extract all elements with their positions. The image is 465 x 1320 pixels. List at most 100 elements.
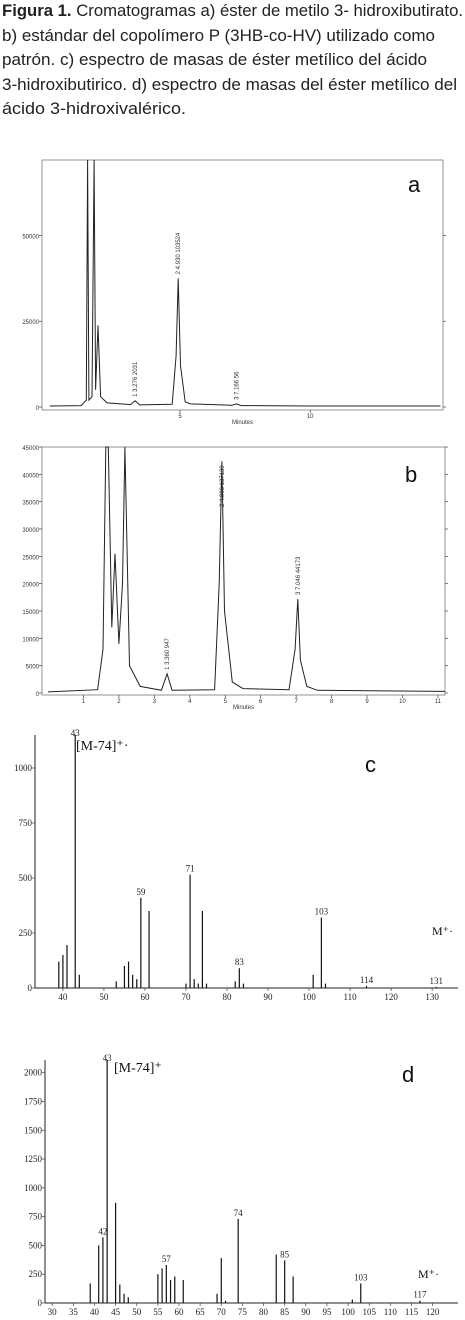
y-tick-label: 750 [19, 818, 33, 828]
panel-letter: c [365, 752, 376, 777]
x-tick-label: 8 [330, 699, 334, 705]
caption-line: b) estándar del copolímero P (3HB-co-HV)… [2, 26, 435, 45]
x-tick-label: 85 [280, 1307, 290, 1317]
peak-label: 43 [71, 728, 81, 738]
y-tick-label: 250 [19, 928, 33, 938]
caption-label: Figura 1. [2, 1, 72, 20]
y-tick-label: 500 [19, 873, 33, 883]
x-tick-label: 75 [238, 1307, 248, 1317]
y-tick-label: 1500 [24, 1125, 43, 1135]
chromatogram-trace [47, 446, 446, 693]
x-tick-label: 70 [217, 1307, 227, 1317]
peak-label: 3 7.046 44173 [296, 556, 302, 595]
peak-label: 2 4.906 137139 [220, 465, 226, 507]
y-tick-label: 10000 [22, 637, 39, 643]
peak-label: 83 [235, 957, 245, 967]
x-tick-label: 60 [140, 992, 150, 1002]
peak-label: 1 3.276 2031 [133, 361, 139, 397]
y-tick-label: 1000 [24, 1183, 43, 1193]
y-tick-label: 2000 [24, 1068, 43, 1078]
peak-label: 103 [315, 907, 329, 917]
x-tick-label: 105 [362, 1307, 376, 1317]
x-tick-label: 5 [178, 414, 182, 420]
x-tick-label: 100 [341, 1307, 355, 1317]
panel-letter: d [402, 1062, 414, 1087]
y-tick-label: 500 [29, 1240, 43, 1250]
x-tick-label: 9 [365, 699, 369, 705]
x-tick-label: 60 [175, 1307, 185, 1317]
annotation: [M-74]⁺· [76, 739, 129, 754]
annotation: [M-74]⁺ [114, 1061, 162, 1076]
x-tick-label: 2 [117, 699, 121, 705]
peak-label: 114 [360, 975, 374, 985]
plot-frame [41, 159, 444, 411]
panel-letter: b [405, 462, 417, 487]
x-tick-label: 50 [99, 992, 109, 1002]
y-tick-label: 40000 [22, 473, 39, 479]
y-tick-label: 45000 [22, 446, 39, 452]
x-tick-label: 95 [322, 1307, 332, 1317]
y-tick-label: 0 [36, 406, 40, 412]
x-axis-label: Minutes [232, 420, 253, 426]
y-tick-label: 25000 [22, 320, 39, 326]
y-tick-label: 1250 [24, 1154, 43, 1164]
caption-line: patrón. c) espectro de masas de éster me… [2, 50, 427, 69]
panel-letter: a [408, 172, 421, 197]
x-tick-label: 7 [294, 699, 298, 705]
x-tick-label: 40 [90, 1307, 100, 1317]
peak-label: 2 4.930 103524 [176, 232, 182, 274]
x-tick-label: 35 [69, 1307, 79, 1317]
x-tick-label: 115 [405, 1307, 419, 1317]
x-axis-label: Minutes [233, 705, 254, 711]
caption-line: ácido 3-hidroxivalérico. [2, 99, 186, 118]
y-tick-label: 1750 [24, 1096, 43, 1106]
x-tick-label: 80 [223, 992, 233, 1002]
peak-label: 1 3.360 947 [165, 638, 171, 670]
x-tick-label: 120 [426, 1307, 440, 1317]
annotation: M⁺· [418, 1267, 439, 1281]
y-tick-label: 1000 [14, 763, 33, 773]
y-tick-label: 25000 [22, 555, 39, 561]
caption-line: Figura 1. Cromatogramas a) éster de meti… [2, 1, 463, 20]
x-tick-label: 10 [307, 414, 314, 420]
peak-label: 42 [98, 1226, 107, 1236]
x-tick-label: 10 [399, 699, 406, 705]
peak-label: 74 [234, 1208, 244, 1218]
peak-label: 103 [354, 1272, 368, 1282]
y-tick-label: 250 [29, 1269, 43, 1279]
peak-label: 43 [103, 1053, 113, 1063]
x-tick-label: 5 [224, 699, 228, 705]
y-tick-label: 50000 [22, 234, 39, 240]
x-tick-label: 120 [384, 992, 398, 1002]
peak-label: 131 [430, 976, 444, 986]
y-tick-label: 0 [28, 983, 33, 993]
y-tick-label: 0 [36, 692, 40, 698]
x-tick-label: 40 [58, 992, 68, 1002]
peak-label: 117 [413, 1290, 427, 1300]
x-tick-label: 30 [48, 1307, 58, 1317]
x-tick-label: 55 [153, 1307, 163, 1317]
x-tick-label: 70 [181, 992, 191, 1002]
peak-label: 71 [186, 864, 195, 874]
x-tick-label: 6 [259, 699, 263, 705]
x-tick-label: 130 [425, 992, 439, 1002]
y-tick-label: 0 [38, 1298, 43, 1308]
peak-label: 3 7.166 56 [234, 371, 240, 400]
peak-label: 59 [136, 887, 146, 897]
chromatogram-trace [49, 159, 441, 407]
y-tick-label: 20000 [22, 583, 39, 589]
x-tick-label: 3 [153, 699, 157, 705]
caption-text: Cromatogramas a) éster de metilo 3- hidr… [76, 1, 463, 20]
y-tick-label: 15000 [22, 610, 39, 616]
x-tick-label: 100 [302, 992, 316, 1002]
x-tick-label: 50 [132, 1307, 142, 1317]
y-tick-label: 30000 [22, 528, 39, 534]
x-tick-label: 11 [435, 699, 442, 705]
y-tick-label: 5000 [26, 665, 40, 671]
x-tick-label: 65 [196, 1307, 206, 1317]
peak-label: 85 [280, 1249, 290, 1259]
peak-label: 57 [162, 1254, 172, 1264]
x-tick-label: 45 [111, 1307, 121, 1317]
caption-line: 3-hidroxibutirico. d) espectro de masas … [2, 75, 457, 94]
